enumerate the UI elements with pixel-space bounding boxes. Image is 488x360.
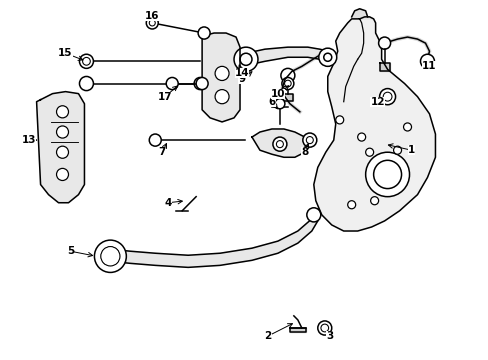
Text: 11: 11 — [421, 61, 436, 71]
Circle shape — [357, 133, 365, 141]
Circle shape — [379, 89, 395, 105]
Text: 1: 1 — [407, 145, 414, 155]
Circle shape — [196, 77, 208, 90]
Circle shape — [420, 54, 433, 68]
Circle shape — [335, 116, 343, 124]
Text: 15: 15 — [58, 48, 73, 58]
Text: 14: 14 — [234, 68, 249, 78]
Text: 13: 13 — [21, 135, 36, 145]
Polygon shape — [202, 33, 240, 122]
Circle shape — [305, 136, 313, 144]
Polygon shape — [37, 91, 84, 203]
Polygon shape — [313, 17, 435, 231]
Text: 3: 3 — [325, 331, 333, 341]
Circle shape — [306, 208, 320, 222]
Circle shape — [149, 134, 161, 146]
Circle shape — [323, 53, 331, 61]
Text: 8: 8 — [301, 147, 308, 157]
Circle shape — [215, 66, 228, 81]
Polygon shape — [351, 9, 373, 19]
Circle shape — [57, 106, 68, 118]
Circle shape — [365, 148, 373, 156]
Circle shape — [149, 20, 155, 26]
Circle shape — [320, 324, 328, 332]
Circle shape — [365, 152, 408, 197]
Circle shape — [274, 99, 285, 109]
Circle shape — [80, 76, 93, 91]
Polygon shape — [379, 63, 389, 71]
Circle shape — [318, 48, 336, 66]
Text: 16: 16 — [145, 11, 159, 21]
Circle shape — [383, 92, 391, 101]
Text: 9: 9 — [238, 75, 245, 85]
Circle shape — [284, 80, 290, 87]
Circle shape — [317, 321, 331, 335]
Circle shape — [302, 133, 316, 147]
Text: 6: 6 — [268, 97, 275, 107]
Circle shape — [240, 53, 251, 66]
Polygon shape — [251, 129, 309, 157]
Circle shape — [57, 126, 68, 138]
Circle shape — [101, 247, 120, 266]
Circle shape — [234, 47, 258, 71]
Text: 7: 7 — [158, 147, 165, 157]
Circle shape — [393, 146, 401, 154]
Text: 4: 4 — [164, 198, 172, 208]
Circle shape — [101, 247, 119, 265]
Circle shape — [215, 90, 228, 104]
Circle shape — [57, 146, 68, 158]
Text: 2: 2 — [264, 331, 271, 341]
Circle shape — [57, 168, 68, 180]
Polygon shape — [245, 47, 327, 66]
Circle shape — [166, 77, 178, 90]
Circle shape — [94, 240, 126, 273]
Circle shape — [347, 201, 355, 209]
Circle shape — [403, 123, 411, 131]
Polygon shape — [283, 94, 292, 101]
Circle shape — [198, 27, 210, 39]
Circle shape — [82, 57, 90, 65]
Text: 17: 17 — [158, 92, 172, 102]
Circle shape — [370, 197, 378, 205]
Circle shape — [378, 37, 390, 49]
Text: 12: 12 — [369, 97, 384, 107]
Circle shape — [194, 77, 205, 90]
Text: 5: 5 — [67, 246, 74, 256]
Circle shape — [280, 68, 294, 82]
Polygon shape — [289, 328, 305, 332]
Polygon shape — [110, 209, 317, 267]
Text: 10: 10 — [270, 89, 285, 99]
Circle shape — [80, 54, 93, 68]
Circle shape — [373, 160, 401, 189]
Circle shape — [272, 137, 286, 151]
Circle shape — [146, 17, 158, 29]
Circle shape — [276, 141, 283, 148]
Circle shape — [281, 77, 293, 90]
